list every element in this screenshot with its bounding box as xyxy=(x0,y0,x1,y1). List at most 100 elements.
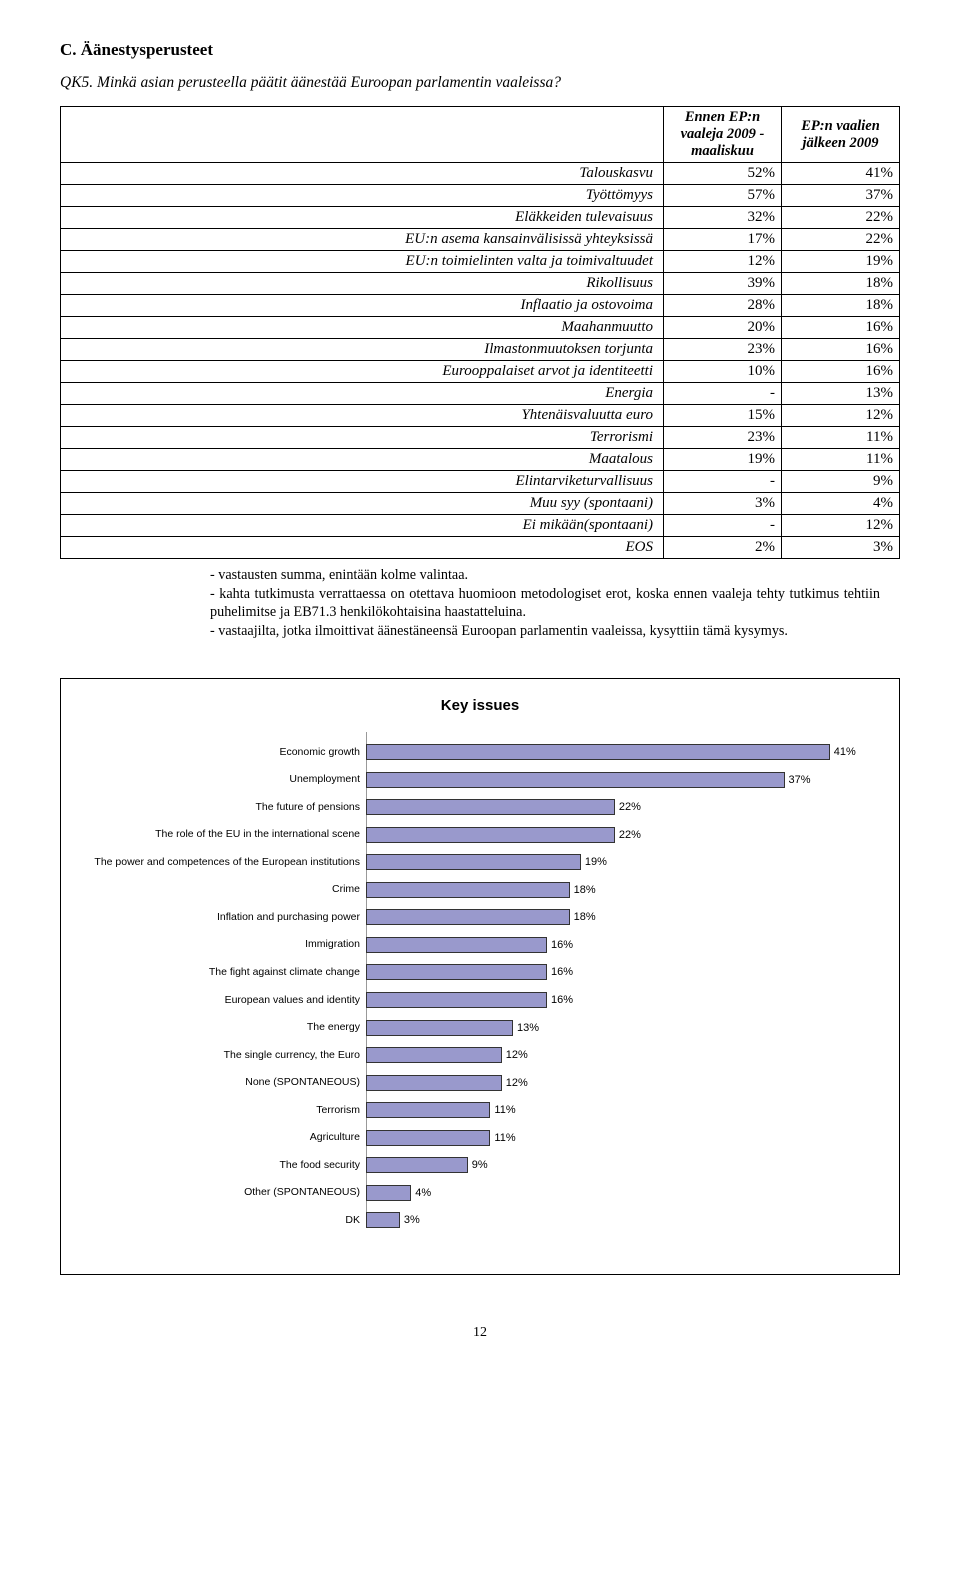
chart-bar-row: Immigration16% xyxy=(85,937,875,953)
chart-bar-row: DK 3% xyxy=(85,1212,875,1228)
chart-bar-track: 12% xyxy=(366,1075,875,1091)
row-label: Rikollisuus xyxy=(61,273,664,295)
table-row: EU:n asema kansainvälisissä yhteyksissä1… xyxy=(61,229,900,251)
chart-bar-track: 22% xyxy=(366,799,875,815)
chart-bar-row: Unemployment37% xyxy=(85,772,875,788)
chart-bar xyxy=(366,827,615,843)
chart-bar xyxy=(366,882,570,898)
chart-bar-track: 12% xyxy=(366,1047,875,1063)
chart-bar xyxy=(366,1047,502,1063)
row-value-2: 12% xyxy=(782,405,900,427)
chart-bar-label: Unemployment xyxy=(85,774,366,785)
row-label: Energia xyxy=(61,383,664,405)
row-value-1: 12% xyxy=(664,251,782,273)
chart-bar-track: 11% xyxy=(366,1102,875,1118)
table-row: Ei mikään(spontaani)-12% xyxy=(61,515,900,537)
chart-bar-label: Immigration xyxy=(85,939,366,950)
row-label: EU:n toimielinten valta ja toimivaltuude… xyxy=(61,251,664,273)
chart-bar-label: The future of pensions xyxy=(85,802,366,813)
row-value-1: - xyxy=(664,471,782,493)
table-row: Energia-13% xyxy=(61,383,900,405)
row-value-2: 16% xyxy=(782,361,900,383)
chart-bar-track: 18% xyxy=(366,909,875,925)
chart-bar xyxy=(366,909,570,925)
chart-bar-row: Inflation and purchasing power 18% xyxy=(85,909,875,925)
row-value-2: 22% xyxy=(782,207,900,229)
row-value-1: 19% xyxy=(664,449,782,471)
table-row: Talouskasvu52%41% xyxy=(61,163,900,185)
table-row: Maahanmuutto20%16% xyxy=(61,317,900,339)
section-title: C. Äänestysperusteet xyxy=(60,40,900,60)
chart-bar xyxy=(366,964,547,980)
row-value-1: 28% xyxy=(664,295,782,317)
chart-bar xyxy=(366,1212,400,1228)
chart-bar-label: Agriculture xyxy=(85,1132,366,1143)
chart-bar-value: 16% xyxy=(547,964,573,980)
chart-bar xyxy=(366,1102,490,1118)
table-row: Yhtenäisvaluutta euro15%12% xyxy=(61,405,900,427)
chart-bar-track: 11% xyxy=(366,1130,875,1146)
chart-bar-value: 11% xyxy=(490,1130,515,1146)
row-value-2: 13% xyxy=(782,383,900,405)
chart-bar-track: 16% xyxy=(366,964,875,980)
table-row: Terrorismi23%11% xyxy=(61,427,900,449)
chart-bar xyxy=(366,1130,490,1146)
row-value-2: 18% xyxy=(782,295,900,317)
row-value-2: 9% xyxy=(782,471,900,493)
chart-bar-label: European values and identity xyxy=(85,995,366,1006)
table-row: Eurooppalaiset arvot ja identiteetti10%1… xyxy=(61,361,900,383)
chart-bar xyxy=(366,992,547,1008)
row-label: Elintarviketurvallisuus xyxy=(61,471,664,493)
row-value-2: 37% xyxy=(782,185,900,207)
row-label: EU:n asema kansainvälisissä yhteyksissä xyxy=(61,229,664,251)
chart-bar-label: Economic growth xyxy=(85,747,366,758)
chart-bar-label: Terrorism xyxy=(85,1105,366,1116)
chart-bar-label: The fight against climate change xyxy=(85,967,366,978)
chart-bar-label: The role of the EU in the international … xyxy=(85,829,366,840)
chart-bar-label: The single currency, the Euro xyxy=(85,1050,366,1061)
table-row: EOS2%3% xyxy=(61,537,900,559)
row-value-2: 3% xyxy=(782,537,900,559)
chart-bar-row: The future of pensions22% xyxy=(85,799,875,815)
chart-bar-track: 22% xyxy=(366,827,875,843)
chart-bar-label: The energy xyxy=(85,1022,366,1033)
chart-bar-label: None (SPONTANEOUS) xyxy=(85,1077,366,1088)
table-header-blank xyxy=(61,107,664,163)
chart-bar-label: DK xyxy=(85,1215,366,1226)
chart-bar xyxy=(366,1075,502,1091)
row-value-2: 22% xyxy=(782,229,900,251)
chart-bar-value: 12% xyxy=(502,1047,528,1063)
row-label: Ei mikään(spontaani) xyxy=(61,515,664,537)
chart-bar-row: Terrorism11% xyxy=(85,1102,875,1118)
chart-bar-value: 18% xyxy=(570,909,596,925)
row-label: Eläkkeiden tulevaisuus xyxy=(61,207,664,229)
row-label: Maahanmuutto xyxy=(61,317,664,339)
chart-bar-row: The single currency, the Euro 12% xyxy=(85,1047,875,1063)
row-value-1: 15% xyxy=(664,405,782,427)
chart-bar-value: 22% xyxy=(615,827,641,843)
chart-bar-value: 16% xyxy=(547,992,573,1008)
chart-bar-value: 3% xyxy=(400,1212,420,1228)
row-label: Ilmastonmuutoksen torjunta xyxy=(61,339,664,361)
row-value-2: 18% xyxy=(782,273,900,295)
chart-bar-label: The food security xyxy=(85,1160,366,1171)
table-row: Rikollisuus39%18% xyxy=(61,273,900,295)
row-value-2: 11% xyxy=(782,449,900,471)
chart-bar-row: The power and competences of the Europea… xyxy=(85,854,875,870)
chart-bar-row: The fight against climate change 16% xyxy=(85,964,875,980)
row-label: Inflaatio ja ostovoima xyxy=(61,295,664,317)
chart-bar-label: The power and competences of the Europea… xyxy=(85,857,366,868)
chart-bar-track: 4% xyxy=(366,1185,875,1201)
row-value-1: 39% xyxy=(664,273,782,295)
chart-bar-value: 13% xyxy=(513,1020,539,1036)
chart-bar-label: Crime xyxy=(85,884,366,895)
row-value-2: 19% xyxy=(782,251,900,273)
row-label: Eurooppalaiset arvot ja identiteetti xyxy=(61,361,664,383)
chart-bar-label: Inflation and purchasing power xyxy=(85,912,366,923)
chart-bar-track: 9% xyxy=(366,1157,875,1173)
table-row: Inflaatio ja ostovoima28%18% xyxy=(61,295,900,317)
table-header-col1: Ennen EP:n vaaleja 2009 - maaliskuu xyxy=(664,107,782,163)
row-value-1: 52% xyxy=(664,163,782,185)
chart-bar-row: Economic growth41% xyxy=(85,744,875,760)
footnote-line: - vastaajilta, jotka ilmoittivat äänestä… xyxy=(210,623,880,640)
